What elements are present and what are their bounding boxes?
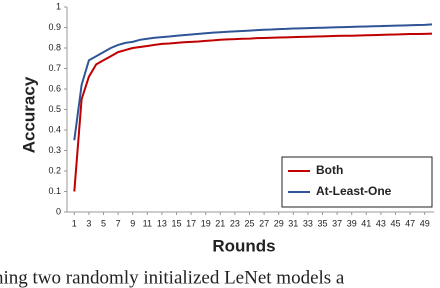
line-series (73, 32, 433, 192)
x-tick-label: 19 (201, 218, 211, 228)
y-tick-label: 0.7 (48, 63, 61, 73)
x-tick-label: 29 (274, 218, 284, 228)
x-tick-label: 41 (361, 218, 371, 228)
x-tick-label: 45 (390, 218, 400, 228)
x-tick-label: 7 (116, 218, 121, 228)
x-tick-label: 1 (72, 218, 77, 228)
x-tick-label: 35 (317, 218, 327, 228)
x-tick-label: 39 (347, 218, 357, 228)
legend-label: Both (316, 163, 343, 177)
x-tick-label: 25 (244, 218, 254, 228)
legend-box (281, 156, 433, 208)
x-tick-label: 43 (376, 218, 386, 228)
x-tick-label: 9 (130, 218, 135, 228)
y-tick-label: 0.9 (48, 22, 61, 32)
y-tick-label: 0 (56, 206, 61, 216)
y-axis-title: Accuracy (19, 76, 38, 153)
x-tick-label: 47 (405, 218, 415, 228)
y-tick-label: 0.1 (48, 186, 61, 196)
x-tick-label: 31 (288, 218, 298, 228)
y-tick-label: 0.6 (48, 83, 61, 93)
x-tick-label: 11 (143, 218, 152, 228)
caption: ning two randomly initialized LeNet mode… (0, 267, 345, 288)
x-tick-label: 3 (86, 218, 91, 228)
x-tick-label: 49 (420, 218, 430, 228)
y-tick-label: 0.3 (48, 145, 61, 155)
x-tick-label: 13 (157, 218, 167, 228)
x-tick-label: 37 (332, 218, 342, 228)
x-tick-label: 21 (215, 218, 225, 228)
line-series (73, 23, 433, 141)
x-tick-label: 27 (259, 218, 269, 228)
y-tick-label: 0.8 (48, 42, 61, 52)
x-tick-label: 17 (186, 218, 196, 228)
y-tick-label: 0.4 (48, 124, 61, 134)
legend-label: At-Least-One (316, 184, 392, 198)
x-tick-label: 5 (101, 218, 106, 228)
x-axis-title: Rounds (212, 236, 275, 255)
x-tick-label: 33 (303, 218, 313, 228)
y-tick-label: 1 (56, 1, 61, 11)
x-tick-label: 15 (171, 218, 181, 228)
x-tick-label: 23 (230, 218, 240, 228)
y-tick-label: 0.5 (48, 104, 61, 114)
y-tick-label: 0.2 (48, 165, 61, 175)
